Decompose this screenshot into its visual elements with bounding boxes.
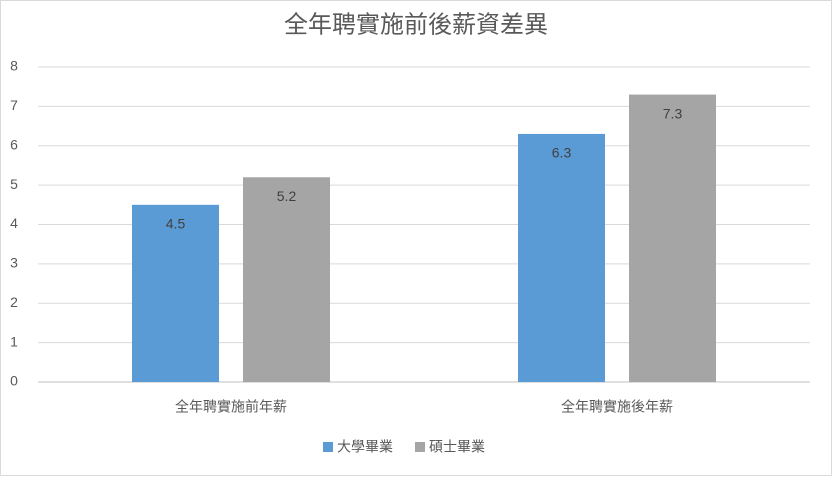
y-tick-label: 3: [10, 255, 18, 271]
y-tick-label: 2: [10, 294, 18, 310]
x-tick-label: 全年聘實施前年薪: [175, 399, 287, 415]
legend-swatch: [323, 442, 333, 452]
x-tick-label: 全年聘實施後年薪: [561, 399, 673, 415]
y-tick-label: 1: [10, 333, 18, 349]
data-label: 7.3: [663, 105, 683, 121]
y-tick-label: 4: [10, 215, 18, 231]
y-tick-label: 7: [10, 97, 18, 113]
y-tick-label: 8: [10, 58, 18, 74]
bar: [243, 177, 330, 382]
y-tick-label: 5: [10, 176, 18, 192]
data-label: 6.3: [552, 145, 572, 161]
legend-label: 碩士畢業: [429, 439, 485, 455]
legend-swatch: [415, 442, 425, 452]
legend-label: 大學畢業: [337, 439, 393, 455]
bar: [629, 94, 716, 382]
data-label: 5.2: [277, 188, 297, 204]
y-tick-label: 0: [10, 373, 18, 389]
bar: [518, 133, 605, 382]
chart-title: 全年聘實施前後薪資差異: [284, 11, 548, 38]
y-tick-label: 6: [10, 136, 18, 152]
bar: [132, 204, 219, 382]
data-label: 4.5: [166, 216, 186, 232]
